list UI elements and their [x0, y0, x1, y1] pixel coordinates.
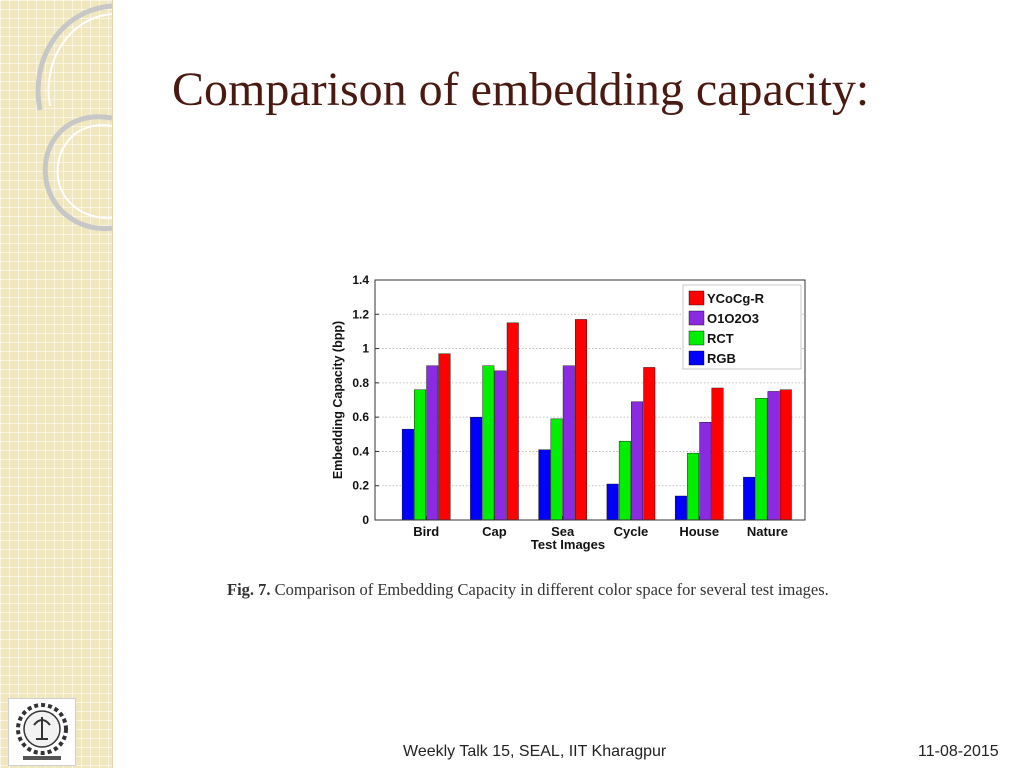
x-tick-label: Cycle	[614, 524, 649, 539]
x-tick-label: House	[679, 524, 719, 539]
y-axis-label: Embedding Capacity (bpp)	[331, 321, 345, 479]
bar-cap-ycocg-r	[506, 322, 519, 521]
bar-bird-rct	[414, 389, 427, 521]
bar-cycle-o1o2o3	[631, 401, 644, 521]
x-tick-label: Sea	[551, 524, 575, 539]
y-tick-label: 1.2	[352, 307, 369, 321]
bar-cap-rct	[482, 365, 495, 521]
slide-title: Comparison of embedding capacity:	[172, 63, 870, 116]
bar-sea-rgb	[538, 449, 551, 521]
bar-sea-rct	[550, 418, 563, 521]
legend-swatch-rgb	[688, 350, 705, 366]
y-tick-label: 0.2	[352, 479, 369, 493]
caption-text: Comparison of Embedding Capacity in diff…	[274, 580, 829, 599]
bar-bird-rgb	[401, 428, 414, 521]
bar-cycle-rgb	[606, 483, 619, 521]
bar-bird-o1o2o3	[426, 365, 439, 521]
y-tick-label: 0.6	[352, 410, 369, 424]
figure-caption: Fig. 7. Comparison of Embedding Capacity…	[227, 578, 947, 602]
institute-logo	[8, 698, 76, 766]
bar-cap-rgb	[470, 416, 483, 521]
bar-chart: 0 0.2 0.4 0.6 0.8 1 1.2 1.4 Bird Cap Sea Cycle House…	[328, 268, 818, 563]
x-tick-label: Bird	[413, 524, 439, 539]
chart-canvas: 0 0.2 0.4 0.6 0.8 1 1.2 1.4 Bird Cap Sea Cycle House…	[331, 273, 806, 552]
legend-swatch-rct	[688, 330, 705, 346]
y-tick-label: 0.4	[352, 444, 369, 458]
bar-house-rct	[687, 452, 700, 521]
bar-house-o1o2o3	[699, 422, 712, 521]
footer-date: 11-08-2015	[918, 743, 999, 760]
legend-label-ycocg-r: YCoCg-R	[707, 291, 765, 306]
bar-sea-o1o2o3	[562, 365, 575, 521]
sidebar-decoration	[0, 0, 113, 768]
legend-swatch-o1o2o3	[688, 310, 705, 326]
bar-cap-o1o2o3	[494, 370, 507, 521]
bar-house-ycocg-r	[711, 387, 724, 521]
bar-cycle-ycocg-r	[643, 367, 656, 521]
y-tick-label: 1	[362, 342, 369, 356]
x-axis-label: Test Images	[531, 537, 605, 552]
decorative-rings-icon	[35, 3, 113, 232]
gear-emblem-icon	[16, 703, 68, 760]
plot-frame	[374, 279, 806, 521]
bar-house-rgb	[674, 495, 687, 521]
bar-nature-ycocg-r	[779, 389, 792, 521]
y-tick-label: 0	[362, 513, 369, 527]
legend-label-rgb: RGB	[707, 351, 736, 366]
bar-cycle-rct	[618, 440, 631, 521]
caption-label: Fig. 7.	[227, 580, 271, 599]
footer-talk-info: Weekly Talk 15, SEAL, IIT Kharagpur	[403, 743, 667, 760]
x-tick-label: Nature	[747, 524, 788, 539]
bar-bird-ycocg-r	[438, 353, 451, 521]
legend-label-rct: RCT	[707, 331, 734, 346]
legend-swatch-ycocg-r	[688, 290, 705, 306]
legend-label-o1o2o3: O1O2O3	[707, 311, 759, 326]
bar-nature-rct	[755, 398, 768, 521]
x-tick-label: Cap	[482, 524, 507, 539]
y-tick-label: 1.4	[352, 273, 369, 287]
bar-sea-ycocg-r	[575, 319, 587, 521]
y-tick-label: 0.8	[352, 376, 369, 390]
bar-nature-rgb	[743, 476, 756, 521]
bar-nature-o1o2o3	[767, 391, 780, 521]
